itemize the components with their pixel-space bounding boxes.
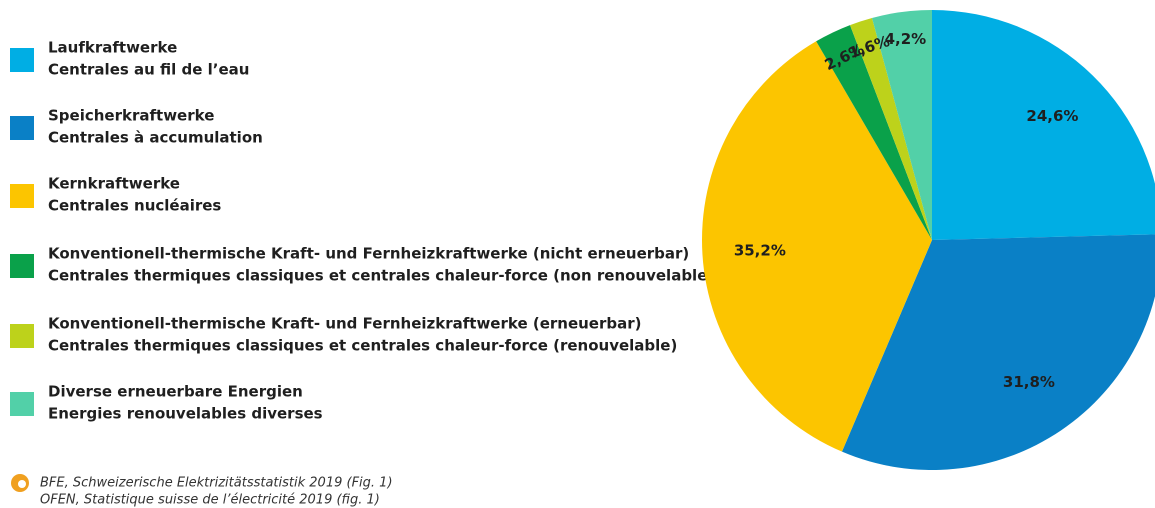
legend-label: Energies renouvelables diverses [48, 405, 323, 423]
legend-label: Konventionell-thermische Kraft- und Fern… [48, 245, 689, 263]
pie-slice [872, 10, 932, 240]
legend-label: Centrales thermiques classiques et centr… [48, 337, 677, 355]
pie-slice [702, 41, 932, 452]
legend-swatch [10, 392, 34, 416]
legend-label: Speicherkraftwerke [48, 107, 214, 125]
data-label: 31,8% [1003, 373, 1055, 391]
legend-swatch [10, 116, 34, 140]
legend-label: Konventionell-thermische Kraft- und Fern… [48, 315, 641, 333]
legend-label: Diverse erneuerbare Energien [48, 383, 303, 401]
legend-label: Centrales thermiques classiques et centr… [48, 267, 714, 285]
legend-swatch [10, 184, 34, 208]
legend-swatch [10, 48, 34, 72]
legend-swatch [10, 324, 34, 348]
legend-label: Centrales au fil de l’eau [48, 61, 249, 79]
source-icon-inner [18, 480, 26, 488]
data-label: 24,6% [1026, 107, 1078, 125]
pie-slice [850, 17, 932, 241]
data-label: 35,2% [734, 241, 786, 259]
legend-label: Centrales à accumulation [48, 129, 263, 147]
pie-slice [841, 234, 1155, 470]
legend-label: Centrales nucléaires [48, 197, 221, 215]
pie-slice [932, 10, 1155, 240]
data-label: 4,2% [885, 30, 927, 48]
legend-label: Laufkraftwerke [48, 39, 177, 57]
legend-label: Kernkraftwerke [48, 175, 180, 193]
source-line: BFE, Schweizerische Elektrizitätsstatist… [40, 476, 393, 491]
legend-swatch [10, 254, 34, 278]
pie-slice [816, 25, 932, 241]
source-line: OFEN, Statistique suisse de l’électricit… [40, 493, 380, 508]
